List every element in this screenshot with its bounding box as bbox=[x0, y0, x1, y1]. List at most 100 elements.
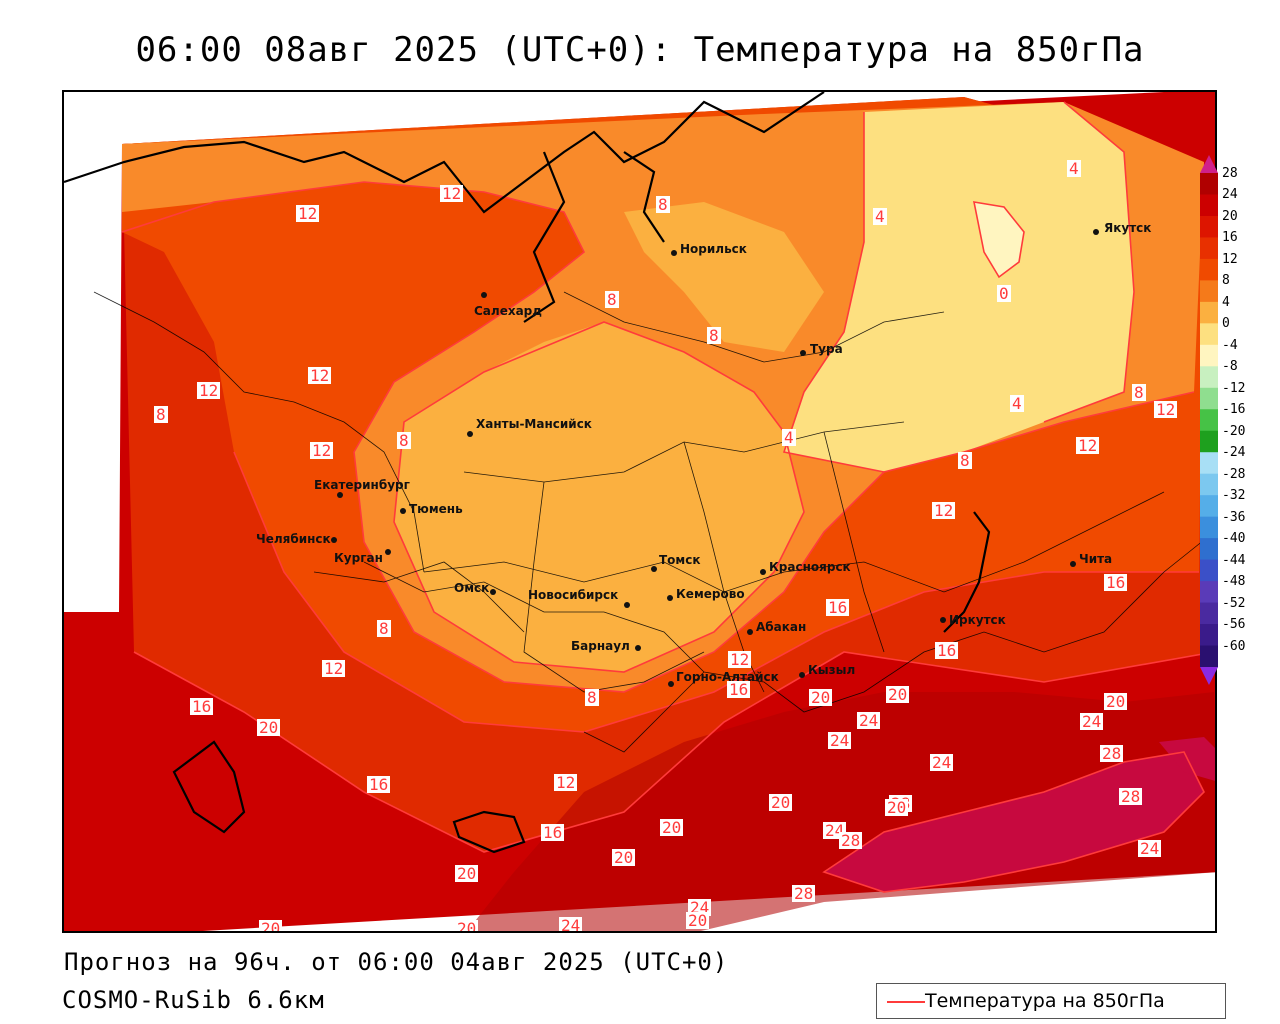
city-abakan: Абакан bbox=[756, 620, 807, 634]
city-dot bbox=[1093, 229, 1099, 235]
city-dot bbox=[331, 537, 337, 543]
contour-label: 12 bbox=[310, 441, 334, 460]
city-dot bbox=[940, 617, 946, 623]
contour-label: 20 bbox=[259, 920, 283, 931]
colorbar-swatch bbox=[1200, 581, 1218, 604]
city-norilsk: Норильск bbox=[680, 242, 747, 256]
coastline bbox=[64, 92, 991, 854]
contour-label: 12 bbox=[440, 184, 464, 203]
colorbar-tick-label: -44 bbox=[1222, 552, 1246, 568]
city-dot bbox=[624, 602, 630, 608]
contour-label: 20 bbox=[1104, 692, 1128, 711]
contour-label: 12 bbox=[554, 773, 578, 792]
contour-label: 12 bbox=[308, 366, 332, 385]
model-name: COSMO-RuSib 6.6км bbox=[62, 986, 325, 1014]
zone-0 bbox=[784, 102, 1134, 472]
contour-label: 24 bbox=[828, 731, 852, 750]
colorbar-tick-label: 12 bbox=[1222, 251, 1238, 267]
city-tura: Тура bbox=[810, 342, 843, 356]
colorbar-swatch bbox=[1200, 495, 1218, 518]
city-dot bbox=[385, 549, 391, 555]
city-khanty-mansiysk: Ханты-Мансийск bbox=[476, 417, 592, 431]
colorbar-swatch bbox=[1200, 301, 1218, 324]
colorbar-tick-label: 28 bbox=[1222, 166, 1238, 181]
contour-label: 20 bbox=[455, 920, 479, 931]
colorbar-tick-label: 16 bbox=[1222, 230, 1238, 246]
contour-label: 24 bbox=[857, 711, 881, 730]
contour-label: 24 bbox=[559, 916, 583, 933]
city-dot bbox=[667, 595, 673, 601]
contour-label: 24 bbox=[930, 753, 954, 772]
colorbar-tick-label: -40 bbox=[1222, 531, 1246, 547]
contour-label: 4 bbox=[873, 207, 887, 226]
city-chita: Чита bbox=[1079, 552, 1113, 566]
city-dot bbox=[490, 589, 496, 595]
city-salekhard: Салехард bbox=[474, 304, 542, 318]
admin-borders bbox=[93, 291, 1215, 753]
colorbar-swatch bbox=[1200, 473, 1218, 496]
city-kyzyl: Кызыл bbox=[808, 663, 856, 677]
colorbar-swatch bbox=[1200, 194, 1218, 217]
colorbar-tick-label: -60 bbox=[1222, 638, 1246, 654]
city-omsk: Омск bbox=[454, 581, 490, 595]
city-dot bbox=[400, 508, 406, 514]
contour-label: 20 bbox=[455, 864, 479, 883]
legend-box: Температура на 850гПа bbox=[876, 983, 1226, 1019]
contour-label: 4 bbox=[1010, 394, 1024, 413]
colorbar-tick-label: 20 bbox=[1222, 208, 1238, 224]
city-dot bbox=[747, 629, 753, 635]
colorbar-tick-label: -24 bbox=[1222, 445, 1246, 461]
contour-label: 20 bbox=[686, 911, 710, 930]
colorbar-tick-label: -36 bbox=[1222, 509, 1246, 525]
city-chelyabinsk: Челябинск bbox=[256, 532, 331, 546]
colorbar-tick-label: -20 bbox=[1222, 423, 1246, 439]
city-tyumen: Тюмень bbox=[409, 502, 463, 516]
colorbar-tick-label: -56 bbox=[1222, 617, 1246, 633]
city-yekaterinburg: Екатеринбург bbox=[314, 478, 410, 492]
city-dot bbox=[651, 566, 657, 572]
contour-label: 16 bbox=[826, 598, 850, 617]
zone-4-west bbox=[394, 322, 804, 672]
contour-label: 20 bbox=[886, 685, 910, 704]
contour-label: 24 bbox=[1080, 712, 1104, 731]
colorbar bbox=[1200, 155, 1218, 685]
colorbar-swatch bbox=[1200, 387, 1218, 410]
contour-label: 20 bbox=[660, 818, 684, 837]
city-dot bbox=[671, 250, 677, 256]
city-gorno-altaysk: Горно-Алтайск bbox=[676, 670, 779, 684]
colorbar-tick-label: 0 bbox=[1222, 316, 1230, 332]
city-krasnoyarsk: Красноярск bbox=[769, 560, 851, 574]
city-dot bbox=[481, 292, 487, 298]
contour-label: 12 bbox=[197, 381, 221, 400]
colorbar-swatch bbox=[1200, 258, 1218, 281]
colorbar-tick-label: -48 bbox=[1222, 574, 1246, 590]
contour-label: 20 bbox=[885, 798, 909, 817]
colorbar-tick-label: -16 bbox=[1222, 402, 1246, 418]
colorbar-tick-label: -12 bbox=[1222, 380, 1246, 396]
colorbar-swatch bbox=[1200, 237, 1218, 260]
contour-label: 16 bbox=[541, 823, 565, 842]
colorbar-swatch bbox=[1200, 173, 1218, 195]
city-dot bbox=[467, 431, 473, 437]
colorbar-top-arrow bbox=[1200, 155, 1218, 173]
colorbar-swatch bbox=[1200, 602, 1218, 625]
temperature-map bbox=[64, 92, 1215, 931]
contour-label: 16 bbox=[935, 641, 959, 660]
colorbar-swatch bbox=[1200, 645, 1218, 668]
contour-label: 8 bbox=[1132, 383, 1146, 402]
city-dot bbox=[760, 569, 766, 575]
contour-label: 4 bbox=[782, 428, 796, 447]
contour-label: 16 bbox=[1104, 573, 1128, 592]
contour-label: 12 bbox=[728, 650, 752, 669]
colorbar-tick-label: 8 bbox=[1222, 273, 1230, 289]
colorbar-tick-label: 24 bbox=[1222, 187, 1238, 203]
contour-label: 8 bbox=[154, 405, 168, 424]
isotherms bbox=[121, 101, 1215, 893]
contour-label: 28 bbox=[1119, 787, 1143, 806]
map-title: 06:00 08авг 2025 (UTC+0): Температура на… bbox=[135, 30, 1145, 70]
contour-label: 16 bbox=[727, 680, 751, 699]
contour-label: 28 bbox=[839, 831, 863, 850]
city-barnaul: Барнаул bbox=[571, 639, 630, 653]
city-kemerovo: Кемерово bbox=[676, 587, 745, 601]
city-dot bbox=[1070, 561, 1076, 567]
